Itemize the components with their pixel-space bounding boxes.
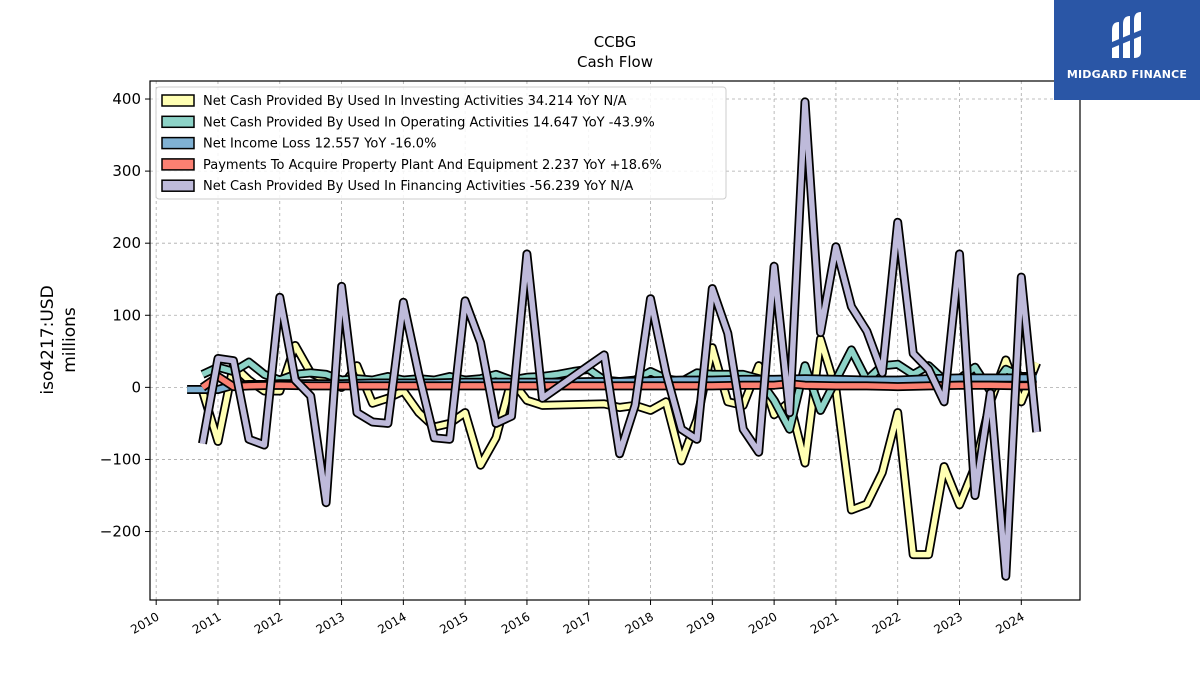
- x-tick-label: 2018: [623, 609, 656, 636]
- legend-entry: Payments To Acquire Property Plant And E…: [203, 158, 662, 173]
- series-line: [200, 373, 1037, 390]
- y-tick-label: 0: [131, 378, 141, 396]
- series-line: [199, 99, 1040, 579]
- legend-swatch: [161, 158, 195, 171]
- brand-name: MIDGARD FINANCE: [1066, 68, 1188, 81]
- y-tick-label: −100: [100, 450, 141, 468]
- y-tick-label: 200: [112, 234, 141, 252]
- x-tick-label: 2021: [808, 609, 841, 636]
- y-axis-label: iso4217:USD: [38, 285, 58, 394]
- x-tick-label: 2020: [746, 609, 779, 636]
- x-axis-ticks: 2010 2011 2012 2013 2014 2015 2016 2017 2018 2019…: [128, 600, 1027, 637]
- x-tick-label: 2014: [375, 609, 408, 636]
- brand-logo: MIDGARD FINANCE: [1054, 0, 1200, 100]
- y-tick-label: −200: [100, 523, 141, 541]
- series-lines: [187, 97, 1042, 581]
- legend: Net Cash Provided By Used In Investing A…: [155, 86, 727, 200]
- x-tick-label: 2019: [684, 609, 717, 636]
- series-4: [199, 372, 1037, 392]
- legend-swatch: [161, 115, 195, 129]
- legend-entry: Net Cash Provided By Used In Financing A…: [203, 179, 633, 194]
- series-5: [198, 97, 1042, 581]
- legend-entry: Net Income Loss 12.557 YoY -16.0%: [203, 137, 436, 152]
- x-tick-label: 2015: [437, 609, 470, 636]
- legend-swatch: [161, 94, 195, 107]
- legend-entry: Net Cash Provided By Used In Operating A…: [203, 115, 655, 130]
- chart-subtitle: Cash Flow: [577, 53, 653, 71]
- legend-entry: Net Cash Provided By Used In Investing A…: [203, 94, 627, 109]
- y-axis-ticks: −200 −100 0 100 200 300 400: [100, 90, 150, 541]
- chart-title: CCBG: [594, 33, 637, 51]
- y-axis-label-units: millions: [60, 307, 80, 373]
- brand-mark-icon: [1112, 12, 1141, 58]
- x-tick-label: 2010: [128, 609, 161, 636]
- x-tick-label: 2024: [993, 609, 1026, 636]
- x-tick-label: 2017: [561, 609, 594, 636]
- x-tick-label: 2011: [190, 609, 223, 636]
- legend-box: [155, 86, 727, 200]
- y-tick-label: 100: [112, 306, 141, 324]
- x-tick-label: 2023: [932, 609, 965, 636]
- plot-area-frame: [149, 80, 1081, 601]
- y-tick-label: 400: [112, 90, 141, 108]
- x-tick-label: 2012: [252, 609, 285, 636]
- x-tick-label: 2022: [870, 609, 903, 636]
- legend-swatch: [161, 179, 195, 192]
- x-tick-label: 2016: [499, 609, 532, 636]
- legend-swatch: [161, 136, 195, 150]
- y-tick-label: 300: [112, 162, 141, 180]
- x-tick-label: 2013: [314, 609, 347, 636]
